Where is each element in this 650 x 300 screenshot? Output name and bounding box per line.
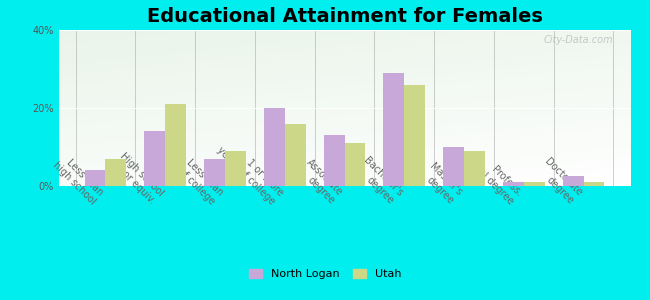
Bar: [285, 124, 306, 186]
Bar: [264, 108, 285, 186]
Bar: [524, 182, 545, 186]
Bar: [225, 151, 246, 186]
Bar: [503, 182, 524, 186]
Bar: [84, 170, 105, 186]
Bar: [105, 159, 126, 186]
Bar: [404, 85, 425, 186]
Text: City-Data.com: City-Data.com: [543, 35, 614, 45]
Bar: [344, 143, 365, 186]
Legend: North Logan, Utah: North Logan, Utah: [245, 265, 405, 282]
Bar: [443, 147, 464, 186]
Title: Educational Attainment for Females: Educational Attainment for Females: [146, 7, 543, 26]
Bar: [384, 73, 404, 186]
Bar: [563, 176, 584, 186]
Bar: [165, 104, 186, 186]
Bar: [144, 131, 165, 186]
Bar: [464, 151, 485, 186]
Bar: [324, 135, 344, 186]
Bar: [204, 159, 225, 186]
Bar: [584, 182, 605, 186]
